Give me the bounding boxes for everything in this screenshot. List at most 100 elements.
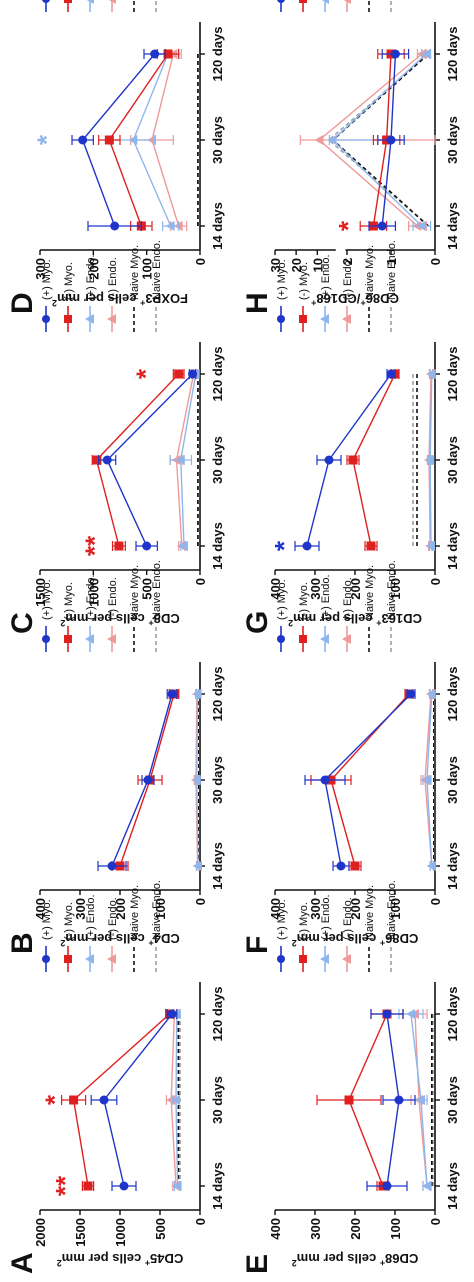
legend-label: (+) Myo. — [276, 579, 288, 620]
data-point — [165, 221, 175, 231]
x-tick-label: 30 days — [210, 116, 225, 164]
y-axis-label-part: /CD168 — [316, 291, 360, 306]
series-2 — [327, 49, 432, 231]
legend-entry: (-) Myo. — [63, 582, 75, 652]
data-point — [386, 135, 396, 145]
y-tick-label: 0 — [193, 258, 208, 265]
legend-marker — [299, 0, 307, 3]
legend-label: (-) Endo. — [107, 577, 119, 620]
data-point — [128, 135, 138, 145]
y-tick-label: 200 — [86, 258, 101, 280]
legend-label: (+) Endo. — [85, 254, 97, 300]
data-point — [104, 135, 114, 145]
legend-marker — [64, 315, 72, 323]
legend-entry: (+) Endo. — [320, 254, 332, 332]
legend-marker — [299, 635, 307, 643]
data-point — [174, 369, 184, 379]
data-point — [99, 1095, 109, 1105]
y-tick-label: 0 — [428, 578, 443, 585]
legend-marker — [64, 955, 72, 963]
data-point — [69, 1095, 79, 1105]
y-tick-label: 0 — [428, 898, 443, 905]
legend-entry: (-) Myo. — [298, 262, 310, 332]
legend-entry: (-) Myo. — [63, 902, 75, 972]
panel-letter: G — [241, 611, 274, 634]
y-tick-label: 500 — [140, 578, 155, 600]
legend-marker — [342, 634, 351, 644]
legend-label: (-) Myo. — [63, 902, 75, 940]
legend-label: (+) Endo. — [320, 574, 332, 620]
y-tick-label: 1500 — [73, 1218, 88, 1247]
panel-letter: A — [6, 1252, 39, 1274]
data-point — [390, 49, 400, 59]
legend-marker — [320, 0, 329, 4]
data-point — [350, 861, 360, 871]
legend-entry: Naive Myo. — [129, 245, 141, 332]
legend-entry: (+) Endo. — [320, 894, 332, 972]
legend-entry: Naive Endo. — [386, 240, 398, 332]
y-tick-label: 200 — [348, 578, 363, 600]
y-axis-label: CD45+ cells per mm2 — [57, 1251, 184, 1268]
data-point — [426, 369, 436, 379]
legend-marker — [107, 314, 116, 324]
x-tick-label: 30 days — [445, 436, 460, 484]
y-axis-label-sup: + — [380, 1258, 385, 1268]
data-point — [425, 455, 435, 465]
y-axis-label-part: FOXP3 — [145, 291, 188, 306]
legend-entry: (+) Endo. — [85, 894, 97, 972]
y-tick-label: 200 — [348, 1218, 363, 1240]
y-axis-label-part: cells per mm — [297, 1251, 380, 1266]
data-point — [142, 541, 152, 551]
y-tick-label: 300 — [33, 258, 48, 280]
series-0 — [98, 369, 198, 551]
legend-label: (+) Myo. — [276, 259, 288, 300]
legend-marker — [277, 955, 285, 963]
y-axis-label-part: cells per mm — [297, 931, 380, 946]
y-tick-label: 0 — [193, 1218, 208, 1225]
legend-entry: Naive Endo. — [155, 0, 157, 12]
data-point — [172, 1181, 182, 1191]
data-point — [320, 775, 330, 785]
y-axis-label-sup: 2 — [292, 1258, 297, 1268]
y-axis-label-part: CD8 — [154, 611, 180, 626]
y-tick-label: 1000 — [113, 1218, 128, 1247]
legend-label: (+) Endo. — [320, 254, 332, 300]
x-tick-label: 30 days — [210, 436, 225, 484]
legend-label: Naive Myo. — [364, 885, 376, 940]
data-point — [348, 455, 358, 465]
data-point — [302, 541, 312, 551]
data-point — [406, 1009, 415, 1019]
y-tick-label: 30 — [268, 258, 283, 272]
y-tick-label: 300 — [73, 898, 88, 920]
y-tick-label: 400 — [268, 898, 283, 920]
legend-entry: Naive Myo. — [364, 245, 376, 332]
y-tick-label: 300 — [308, 1218, 323, 1240]
legend-label: Naive Endo. — [386, 880, 398, 940]
legend-label: (+) Endo. — [85, 894, 97, 940]
data-point — [382, 1181, 392, 1191]
data-point — [324, 455, 334, 465]
legend-entry: Naive Endo. — [151, 240, 163, 332]
legend-marker — [342, 0, 351, 4]
legend-marker — [42, 0, 50, 3]
legend-marker — [299, 315, 307, 323]
legend-entry: Naive Myo. — [133, 0, 135, 12]
panel-letter: D — [6, 292, 39, 314]
series-1 — [60, 1009, 175, 1191]
y-axis-label-sup: + — [140, 298, 145, 308]
legend-entry: (+) Endo. — [85, 0, 94, 12]
y-tick-label: 1500 — [33, 578, 48, 607]
x-tick-label: 14 days — [445, 1162, 460, 1210]
legend-entry: (+) Myo. — [42, 0, 50, 12]
data-point — [114, 541, 124, 551]
legend-label: (+) Endo. — [320, 894, 332, 940]
series-2 — [191, 689, 202, 871]
y-tick-label: 100 — [388, 898, 403, 920]
y-axis-label-part: cells per mm — [57, 291, 140, 306]
series-2 — [171, 1009, 182, 1191]
